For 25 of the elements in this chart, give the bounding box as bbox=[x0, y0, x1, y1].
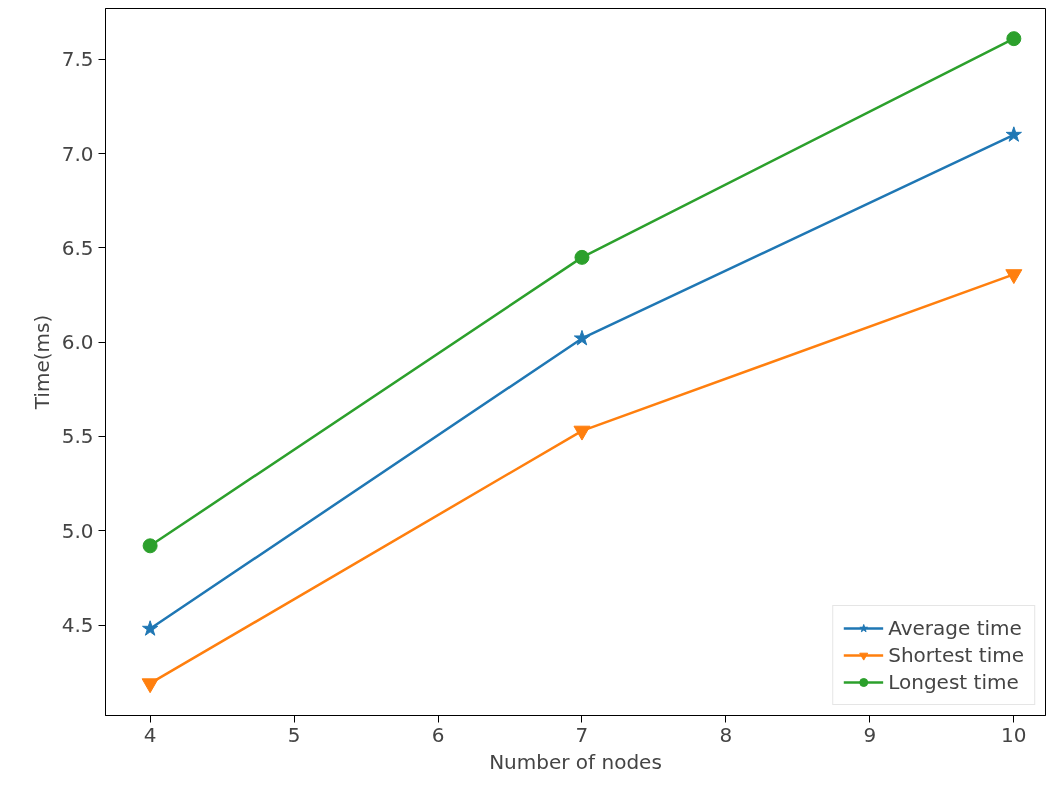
x-tick-label: 5 bbox=[287, 722, 301, 747]
x-tick-label: 4 bbox=[143, 722, 157, 747]
point bbox=[142, 620, 159, 636]
y-tick-label: 5.0 bbox=[61, 518, 94, 543]
y-tick-label: 7.5 bbox=[61, 47, 94, 72]
y-tick-label: 7.0 bbox=[61, 141, 94, 166]
x-tick-label: 8 bbox=[719, 722, 733, 747]
y-tick-label: 5.5 bbox=[61, 424, 94, 449]
point bbox=[573, 329, 591, 346]
x-tick-label: 9 bbox=[863, 722, 877, 747]
y-tick-label: 4.5 bbox=[61, 613, 94, 637]
point bbox=[142, 538, 158, 554]
x-axis-title: Number of nodes bbox=[489, 749, 662, 774]
legend-label: Average time bbox=[888, 616, 1022, 640]
point bbox=[1006, 31, 1022, 47]
x-tick-label: 6 bbox=[431, 722, 445, 747]
x-tick-label: 10 bbox=[1001, 722, 1027, 747]
y-tick-label: 6.0 bbox=[61, 330, 94, 355]
legend-label: Shortest time bbox=[888, 643, 1024, 667]
legend-label: Longest time bbox=[888, 670, 1019, 694]
y-axis-title: Time(ms) bbox=[29, 314, 54, 411]
x-tick-label: 7 bbox=[575, 722, 589, 747]
point bbox=[1005, 126, 1022, 142]
point bbox=[574, 249, 590, 265]
y-tick-label: 6.5 bbox=[61, 235, 94, 260]
